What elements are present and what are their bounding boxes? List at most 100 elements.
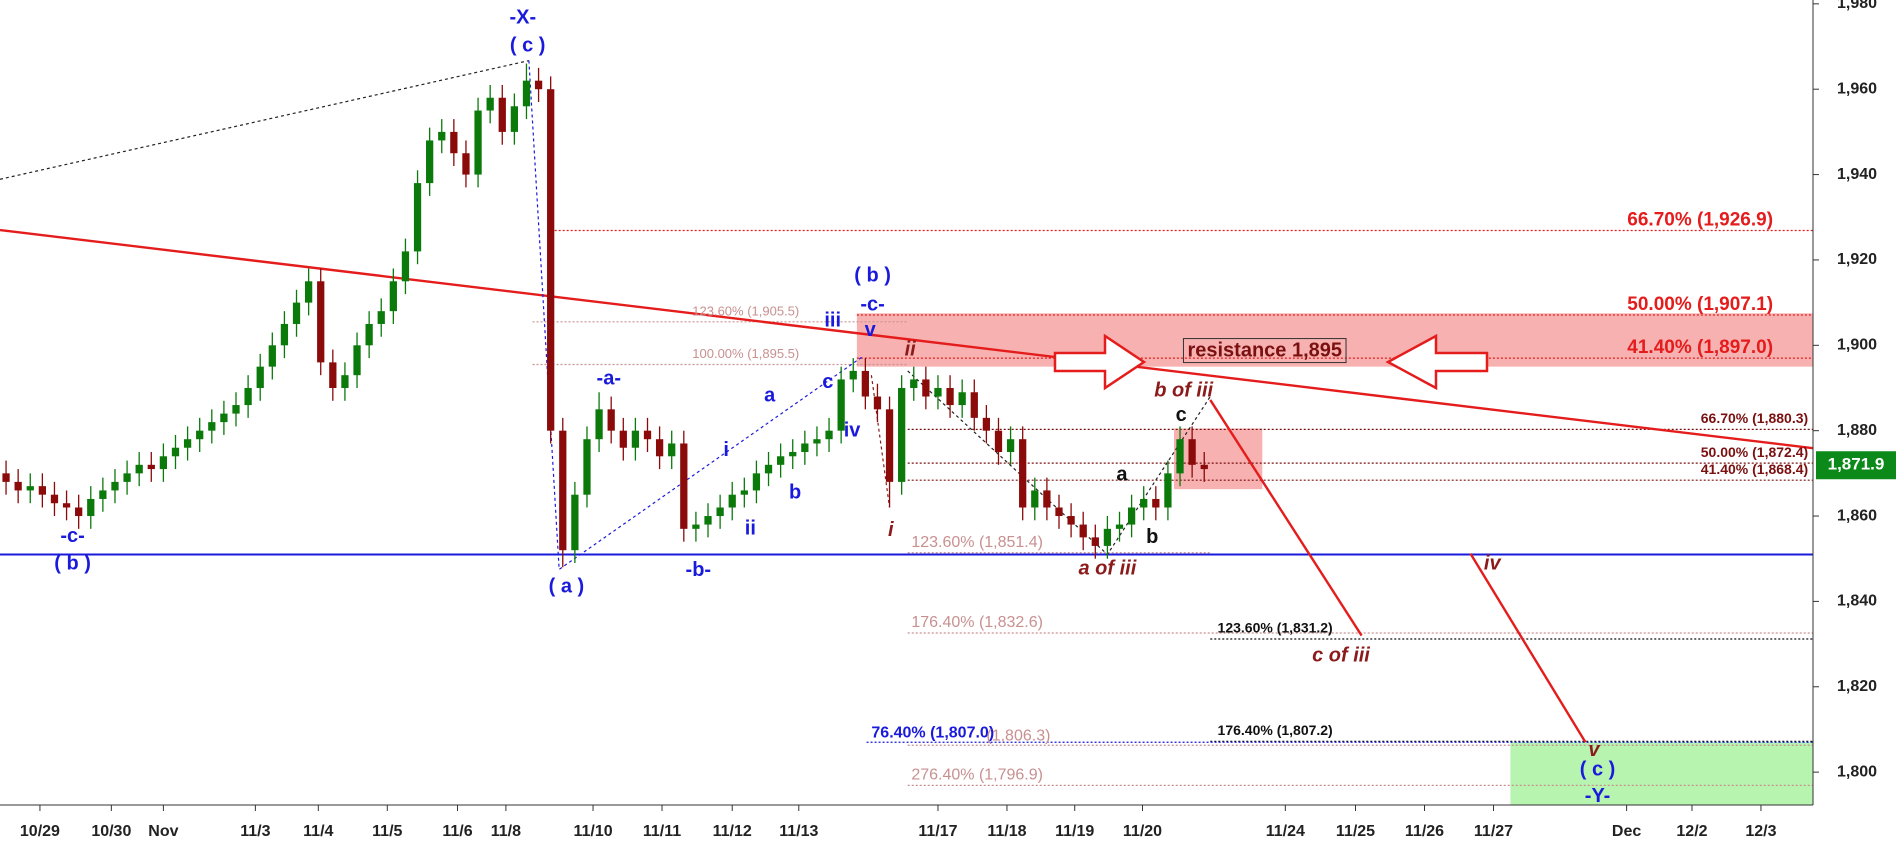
wave-label: -c- xyxy=(60,525,84,547)
level-label: 123.60% (1,831.2) xyxy=(1218,620,1333,636)
candle-body xyxy=(522,80,531,107)
x-tick-label: 11/8 xyxy=(491,823,521,840)
trendline xyxy=(1469,552,1587,743)
candle-body xyxy=(958,392,966,406)
wave-label: iii xyxy=(824,309,841,331)
candle-body xyxy=(631,430,640,448)
candle-body xyxy=(1079,524,1087,538)
x-tick-label: Dec xyxy=(1612,823,1641,840)
candle-body xyxy=(75,507,83,517)
candle-body xyxy=(498,97,506,132)
last-price-box xyxy=(1816,451,1896,480)
x-tick-label: 11/13 xyxy=(779,823,818,840)
candle-body xyxy=(1115,524,1124,529)
candle-body xyxy=(970,392,978,418)
plot xyxy=(0,60,1814,743)
wave-label: c of iii xyxy=(1312,645,1370,667)
candle-body xyxy=(1164,473,1172,508)
candle-body xyxy=(2,473,10,482)
x-tick-label: 11/3 xyxy=(240,823,270,840)
wave-label: a xyxy=(1116,463,1128,485)
wave-label: ( b ) xyxy=(54,553,91,575)
candle-body xyxy=(171,447,180,457)
candle-body xyxy=(147,464,155,470)
x-tick-label: 11/10 xyxy=(573,823,612,840)
candle-body xyxy=(1019,439,1027,508)
candle-body xyxy=(547,89,555,431)
wave-label: ( a ) xyxy=(549,576,585,598)
candle-body xyxy=(1200,464,1208,470)
candle-body xyxy=(849,370,857,380)
trendline xyxy=(528,60,863,571)
y-tick-label: 1,960 xyxy=(1837,80,1877,97)
candle-body xyxy=(607,409,615,431)
candle-body xyxy=(208,422,216,431)
level-label: 276.40% (1,796.9) xyxy=(911,767,1043,784)
last-price-label: 1,871.9 xyxy=(1828,455,1885,474)
x-tick-label: 10/30 xyxy=(91,823,131,840)
annotations: 66.70% (1,926.9) 50.00% (1,907.1) 41.40% (… xyxy=(54,7,1808,808)
candle-body xyxy=(777,456,785,465)
arrows xyxy=(1053,333,1489,391)
y-tick-label: 1,900 xyxy=(1837,337,1877,354)
x-tick-label: 11/5 xyxy=(372,823,402,840)
level-label: 66.70% (1,926.9) xyxy=(1627,210,1773,231)
candle-body xyxy=(474,110,482,175)
candle-body xyxy=(183,439,192,448)
candle-body xyxy=(413,183,422,252)
wave-label: ( b ) xyxy=(854,264,891,286)
candle-body xyxy=(801,443,809,453)
y-tick-label: 1,920 xyxy=(1837,251,1877,268)
trendline xyxy=(1209,399,1363,637)
level-label: 176.40% (1,807.2) xyxy=(1218,722,1333,738)
arrow-left xyxy=(1385,333,1489,391)
x-tick-label: 10/29 xyxy=(20,823,60,840)
candle-body xyxy=(292,302,301,324)
candle-body xyxy=(232,405,240,414)
y-tick-label: 1,840 xyxy=(1837,593,1877,610)
candle-body xyxy=(1103,528,1112,546)
x-tick-label: 11/19 xyxy=(1055,823,1094,840)
candle-body xyxy=(752,473,761,491)
level-label: 100.00% (1,895.5) xyxy=(692,346,799,361)
y-tick-label: 1,820 xyxy=(1837,678,1877,695)
level-label: 123.60% (1,851.4) xyxy=(911,534,1043,551)
candle-body xyxy=(1152,498,1160,508)
candle-body xyxy=(510,106,518,132)
candle-body xyxy=(571,494,579,551)
candle-body xyxy=(99,490,107,499)
candle-body xyxy=(62,503,71,508)
wave-label: b of iii xyxy=(1154,380,1213,402)
wave-label: -Y- xyxy=(1585,785,1611,807)
wave-label: iv xyxy=(1484,553,1503,575)
candle-body xyxy=(220,413,228,423)
y-tick-label: 1,940 xyxy=(1837,166,1877,183)
candle-body xyxy=(50,494,59,504)
candle-body xyxy=(922,379,930,397)
candle-body xyxy=(1006,439,1015,453)
candle-body xyxy=(280,323,289,346)
candle-body xyxy=(655,439,664,457)
candle-body xyxy=(353,345,361,376)
candle-body xyxy=(438,131,446,141)
arrow-right xyxy=(1053,333,1147,391)
y-tick-label: 1,860 xyxy=(1837,507,1877,524)
zone xyxy=(1510,742,1813,805)
candle-body xyxy=(401,251,410,282)
wave-label: ( c ) xyxy=(510,34,546,56)
candle-body xyxy=(196,430,204,440)
level-label: (1,806.3) xyxy=(986,727,1050,744)
candle-body xyxy=(643,430,652,440)
x-tick-label: Nov xyxy=(148,823,178,840)
candle-body xyxy=(389,281,397,312)
candle-body xyxy=(486,97,494,111)
y-tick-label: 1,880 xyxy=(1837,422,1877,439)
candle-body xyxy=(740,490,748,495)
candle-body xyxy=(813,439,821,444)
candle-body xyxy=(1055,507,1063,517)
wave-label: ii xyxy=(745,518,756,540)
level-label: 50.00% (1,872.4) xyxy=(1701,444,1808,460)
candle-body xyxy=(244,387,252,406)
wave-label: -c- xyxy=(860,293,884,315)
